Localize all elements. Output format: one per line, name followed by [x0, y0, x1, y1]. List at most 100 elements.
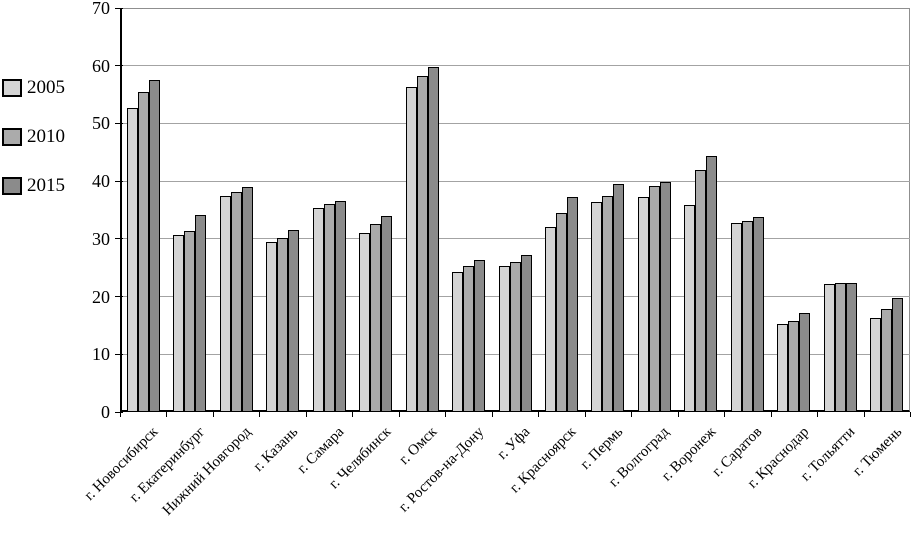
x-axis-tick: [120, 412, 121, 417]
y-axis-tick-label: 70: [92, 0, 110, 18]
bar-2005-3: [219, 196, 231, 411]
bar-2010-14: [741, 220, 753, 411]
bar-2010-4: [277, 237, 289, 411]
bar-2005-5: [312, 207, 324, 411]
y-axis-tick-label: 30: [92, 228, 110, 249]
bar-2010-12: [648, 185, 660, 411]
bar-2010-11: [602, 195, 614, 411]
bar-2015-1: [148, 79, 160, 411]
bar-2005-8: [452, 271, 464, 411]
bar-2015-10: [566, 196, 578, 411]
y-gridline: [120, 65, 910, 67]
bar-2005-12: [637, 196, 649, 411]
x-axis-tick: [631, 412, 633, 417]
legend-label: 2015: [27, 175, 65, 196]
y-axis-tick: [115, 296, 123, 298]
x-axis-tick: [584, 412, 586, 417]
bar-2010-9: [509, 261, 521, 411]
bar-2015-5: [334, 201, 346, 411]
bar-2015-9: [520, 255, 532, 411]
bar-2010-13: [695, 169, 707, 411]
bar-2010-1: [137, 91, 149, 411]
bar-2010-3: [230, 192, 242, 411]
bar-2010-8: [463, 265, 475, 411]
bar-2015-14: [752, 216, 764, 411]
y-axis-tick-label: 10: [92, 344, 110, 365]
x-axis-tick: [212, 412, 214, 417]
bar-2015-3: [241, 186, 253, 411]
y-gridline: [120, 122, 910, 124]
bar-2015-6: [381, 215, 393, 411]
y-gridline: [120, 180, 910, 182]
y-axis-tick: [115, 7, 123, 9]
bar-2015-15: [799, 313, 811, 411]
x-axis-tick: [398, 412, 400, 417]
bar-2015-13: [706, 156, 718, 411]
x-axis-tick: [538, 412, 540, 417]
bar-2010-16: [834, 283, 846, 411]
bar-2005-13: [684, 205, 696, 411]
plot-area: [120, 8, 910, 412]
bar-2010-5: [323, 203, 335, 411]
legend-swatch-icon: [2, 127, 22, 146]
y-axis-tick: [115, 122, 123, 124]
x-axis-tick: [445, 412, 447, 417]
legend-label: 2005: [27, 77, 65, 98]
bar-2005-16: [823, 283, 835, 411]
y-axis-tick: [115, 238, 123, 240]
bar-2010-15: [788, 320, 800, 411]
bar-2010-6: [370, 223, 382, 411]
bar-2005-10: [544, 227, 556, 411]
legend-label: 2010: [27, 126, 65, 147]
x-axis-tick: [817, 412, 819, 417]
y-gridline: [120, 238, 910, 240]
x-axis-tick: [166, 412, 168, 417]
y-axis-tick-label: 0: [101, 402, 110, 422]
legend-item-2015: 2015: [2, 176, 65, 195]
y-axis-tick: [115, 411, 123, 413]
bar-2015-11: [613, 184, 625, 411]
bar-2015-7: [427, 67, 439, 411]
bar-2010-10: [555, 212, 567, 411]
y-axis-tick: [115, 180, 123, 182]
bar-2015-2: [195, 215, 207, 411]
bar-2005-14: [730, 223, 742, 411]
x-axis-tick: [305, 412, 307, 417]
bar-2015-4: [288, 230, 300, 411]
legend-item-2010: 2010: [2, 127, 65, 146]
bar-2015-12: [659, 182, 671, 411]
bar-2005-2: [173, 235, 185, 411]
chart-legend: 2005 2010 2015: [2, 78, 65, 225]
bar-2005-11: [591, 202, 603, 411]
x-axis-tick: [724, 412, 726, 417]
legend-item-2005: 2005: [2, 78, 65, 97]
bar-2010-2: [184, 231, 196, 411]
bar-2005-9: [498, 265, 510, 411]
y-axis-tick-label: 40: [92, 171, 110, 192]
bar-2005-1: [126, 108, 138, 411]
bar-2005-7: [405, 87, 417, 411]
bar-2005-4: [266, 241, 278, 411]
x-axis-tick: [677, 412, 679, 417]
bar-2005-6: [359, 233, 371, 411]
bar-2010-17: [881, 309, 893, 411]
y-axis-tick-label: 60: [92, 55, 110, 76]
x-axis-tick: [910, 412, 911, 417]
bar-2005-17: [870, 317, 882, 411]
y-axis-tick: [115, 65, 123, 67]
bar-2010-7: [416, 75, 428, 411]
bar-2015-8: [474, 260, 486, 411]
bar-2015-17: [892, 297, 904, 411]
x-axis-tick: [863, 412, 865, 417]
y-axis-tick: [115, 353, 123, 355]
bar-2005-15: [777, 324, 789, 411]
legend-swatch-icon: [2, 176, 22, 195]
x-axis-tick: [491, 412, 493, 417]
x-axis-tick: [352, 412, 354, 417]
x-axis-tick: [259, 412, 261, 417]
y-axis-tick-label: 20: [92, 286, 110, 307]
y-axis-tick-label: 50: [92, 113, 110, 134]
x-axis-tick: [770, 412, 772, 417]
bar-2015-16: [845, 283, 857, 411]
